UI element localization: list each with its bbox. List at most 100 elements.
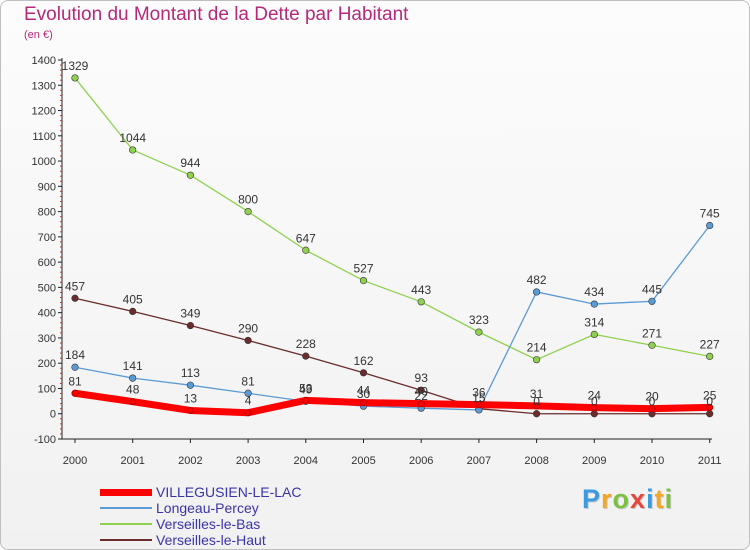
data-label: 214 <box>527 341 547 355</box>
legend-swatch <box>100 507 152 509</box>
data-label: 141 <box>123 359 143 373</box>
legend-swatch <box>100 488 152 496</box>
data-label: 323 <box>469 313 489 327</box>
data-label: 0 <box>706 395 713 409</box>
data-label: 0 <box>649 395 656 409</box>
x-tick-label: 2007 <box>467 455 491 467</box>
y-tick-label: 1200 <box>32 106 56 118</box>
y-tick-label: 200 <box>38 358 56 370</box>
logo-letter: i <box>646 484 655 514</box>
legend-label: Verseilles-le-Haut <box>156 532 266 548</box>
data-label: 25 <box>703 388 717 402</box>
data-label: 944 <box>180 156 200 170</box>
data-point <box>648 341 656 349</box>
y-tick-label: 600 <box>38 257 56 269</box>
legend-label: Longeau-Percey <box>156 500 259 516</box>
data-point <box>71 74 79 82</box>
chart-subtitle: (en €) <box>24 29 53 41</box>
x-tick-label: 2011 <box>698 455 722 467</box>
series-line <box>74 297 711 415</box>
y-tick-label: 0 <box>50 409 56 421</box>
data-point <box>302 246 310 254</box>
data-label: 81 <box>68 374 82 388</box>
x-tick-label: 2009 <box>582 455 606 467</box>
data-point <box>590 404 598 412</box>
data-point <box>244 208 252 216</box>
data-point <box>590 410 598 418</box>
legend-label: Verseilles-le-Bas <box>156 516 261 532</box>
data-point <box>302 352 310 360</box>
x-tick-label: 2003 <box>236 455 260 467</box>
data-point <box>186 321 194 330</box>
data-point <box>244 389 252 397</box>
series-line <box>74 77 711 361</box>
data-point <box>706 221 714 230</box>
axes: -100010020030040050060070080090010001100… <box>32 55 722 467</box>
data-point <box>71 294 79 302</box>
data-point <box>244 336 252 345</box>
x-tick-label: 2001 <box>120 455 144 467</box>
data-point <box>129 374 137 382</box>
series-line <box>74 224 711 411</box>
y-tick-label: 300 <box>38 333 56 345</box>
data-label: 482 <box>527 273 547 287</box>
data-label: 1044 <box>119 131 146 145</box>
data-label: 162 <box>353 354 373 368</box>
logo-letter: i <box>664 484 674 514</box>
data-label: 113 <box>181 366 200 380</box>
chart-title: Evolution du Montant de la Dette par Hab… <box>24 4 409 25</box>
y-tick-label: 400 <box>38 308 56 320</box>
data-label: 4 <box>245 394 252 408</box>
data-label: 31 <box>530 387 544 401</box>
data-label: 405 <box>123 292 143 306</box>
y-tick-label: 800 <box>38 207 56 219</box>
data-label: 0 <box>591 395 598 409</box>
x-tick-label: 2008 <box>524 455 548 467</box>
data-label: 0 <box>533 395 540 409</box>
y-tick-label: 1300 <box>32 80 56 92</box>
data-label: 40 <box>415 385 429 399</box>
data-label: 1329 <box>62 59 89 73</box>
data-label: 15 <box>472 391 486 405</box>
x-tick-label: 2010 <box>640 455 664 467</box>
data-label: 457 <box>65 279 85 293</box>
logo-letter: P <box>582 484 602 514</box>
data-label: 745 <box>700 206 720 220</box>
data-label: 527 <box>353 262 373 276</box>
data-label: 36 <box>472 386 486 400</box>
data-point <box>590 300 598 308</box>
data-point <box>71 389 79 397</box>
data-point <box>129 398 137 406</box>
x-tick-label: 2004 <box>294 455 318 467</box>
data-point <box>186 171 194 179</box>
data-label: 20 <box>645 390 659 404</box>
x-tick-label: 2006 <box>409 455 433 467</box>
data-point <box>475 401 483 409</box>
data-label: 434 <box>584 285 604 299</box>
data-point <box>590 330 598 338</box>
data-label: 290 <box>238 321 258 335</box>
data-point <box>129 307 137 316</box>
data-point <box>475 328 483 336</box>
data-point <box>648 297 656 305</box>
data-label: 271 <box>642 326 662 340</box>
data-point <box>706 352 714 360</box>
data-point <box>186 406 194 414</box>
data-label: 22 <box>415 389 429 403</box>
data-point <box>532 356 541 364</box>
data-point <box>360 399 367 407</box>
legend-swatch <box>100 539 152 541</box>
data-point <box>71 363 79 371</box>
logo-letter: r <box>601 484 613 514</box>
data-point <box>533 402 541 410</box>
data-label: 48 <box>126 383 140 397</box>
data-label: 53 <box>299 381 313 395</box>
data-point <box>129 146 137 154</box>
data-label: 443 <box>411 283 431 297</box>
data-point <box>706 403 714 411</box>
logo-letter: x <box>630 484 647 514</box>
x-tick-label: 2005 <box>351 455 375 467</box>
point-labels: 81 48 13 4 53 44 40 36 31 24 20 25 184 141 113 81 49 30 22… <box>62 59 720 409</box>
y-tick-label: 900 <box>38 181 56 193</box>
